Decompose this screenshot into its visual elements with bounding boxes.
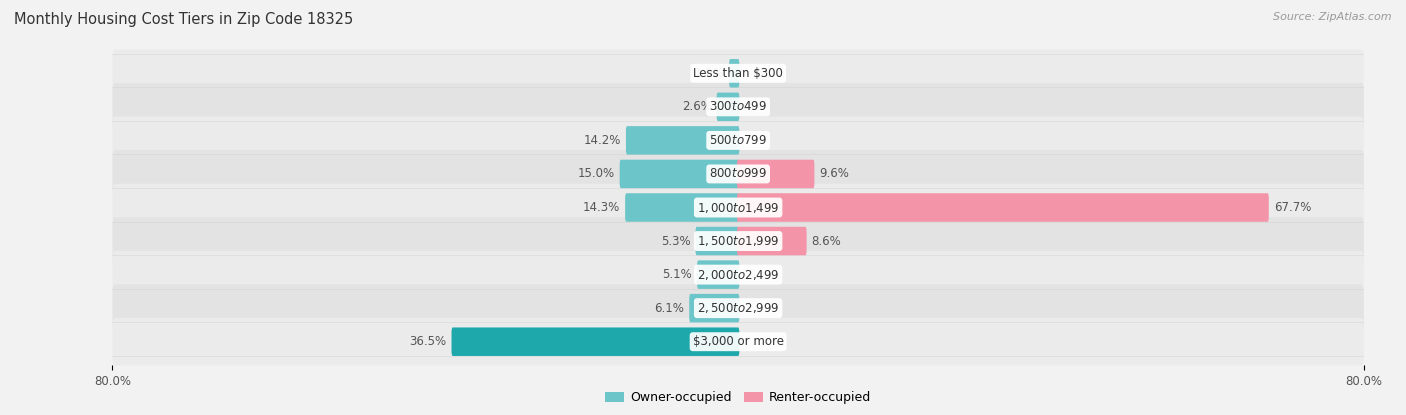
- FancyBboxPatch shape: [697, 260, 740, 289]
- FancyBboxPatch shape: [689, 294, 740, 322]
- Text: 36.5%: 36.5%: [409, 335, 447, 348]
- FancyBboxPatch shape: [717, 93, 740, 121]
- Text: $1,000 to $1,499: $1,000 to $1,499: [697, 200, 779, 215]
- FancyBboxPatch shape: [112, 83, 1364, 131]
- FancyBboxPatch shape: [730, 59, 740, 88]
- FancyBboxPatch shape: [620, 160, 740, 188]
- Text: $800 to $999: $800 to $999: [709, 167, 768, 181]
- Text: 14.2%: 14.2%: [583, 134, 621, 147]
- Text: 14.3%: 14.3%: [583, 201, 620, 214]
- FancyBboxPatch shape: [737, 160, 814, 188]
- FancyBboxPatch shape: [737, 227, 807, 255]
- FancyBboxPatch shape: [112, 251, 1364, 298]
- Text: $500 to $799: $500 to $799: [709, 134, 768, 147]
- Text: 67.7%: 67.7%: [1274, 201, 1312, 214]
- Text: 8.6%: 8.6%: [811, 234, 841, 248]
- Text: Monthly Housing Cost Tiers in Zip Code 18325: Monthly Housing Cost Tiers in Zip Code 1…: [14, 12, 353, 27]
- Text: $1,500 to $1,999: $1,500 to $1,999: [697, 234, 779, 248]
- Text: 6.1%: 6.1%: [654, 302, 685, 315]
- FancyBboxPatch shape: [112, 184, 1364, 231]
- FancyBboxPatch shape: [626, 193, 740, 222]
- Text: $2,500 to $2,999: $2,500 to $2,999: [697, 301, 779, 315]
- Text: 9.6%: 9.6%: [820, 167, 849, 181]
- Text: Source: ZipAtlas.com: Source: ZipAtlas.com: [1274, 12, 1392, 22]
- Text: 5.3%: 5.3%: [661, 234, 690, 248]
- Legend: Owner-occupied, Renter-occupied: Owner-occupied, Renter-occupied: [600, 386, 876, 410]
- FancyBboxPatch shape: [112, 49, 1364, 97]
- Text: $3,000 or more: $3,000 or more: [693, 335, 783, 348]
- FancyBboxPatch shape: [112, 150, 1364, 198]
- Text: $2,000 to $2,499: $2,000 to $2,499: [697, 268, 779, 282]
- FancyBboxPatch shape: [451, 327, 740, 356]
- Text: 5.1%: 5.1%: [662, 268, 692, 281]
- FancyBboxPatch shape: [626, 126, 740, 155]
- Text: Less than $300: Less than $300: [693, 67, 783, 80]
- Text: 1.0%: 1.0%: [695, 67, 724, 80]
- Text: $300 to $499: $300 to $499: [709, 100, 768, 113]
- FancyBboxPatch shape: [737, 193, 1268, 222]
- FancyBboxPatch shape: [112, 318, 1364, 366]
- FancyBboxPatch shape: [112, 284, 1364, 332]
- Text: 15.0%: 15.0%: [578, 167, 614, 181]
- FancyBboxPatch shape: [696, 227, 740, 255]
- FancyBboxPatch shape: [112, 117, 1364, 164]
- Text: 2.6%: 2.6%: [682, 100, 711, 113]
- FancyBboxPatch shape: [112, 217, 1364, 265]
